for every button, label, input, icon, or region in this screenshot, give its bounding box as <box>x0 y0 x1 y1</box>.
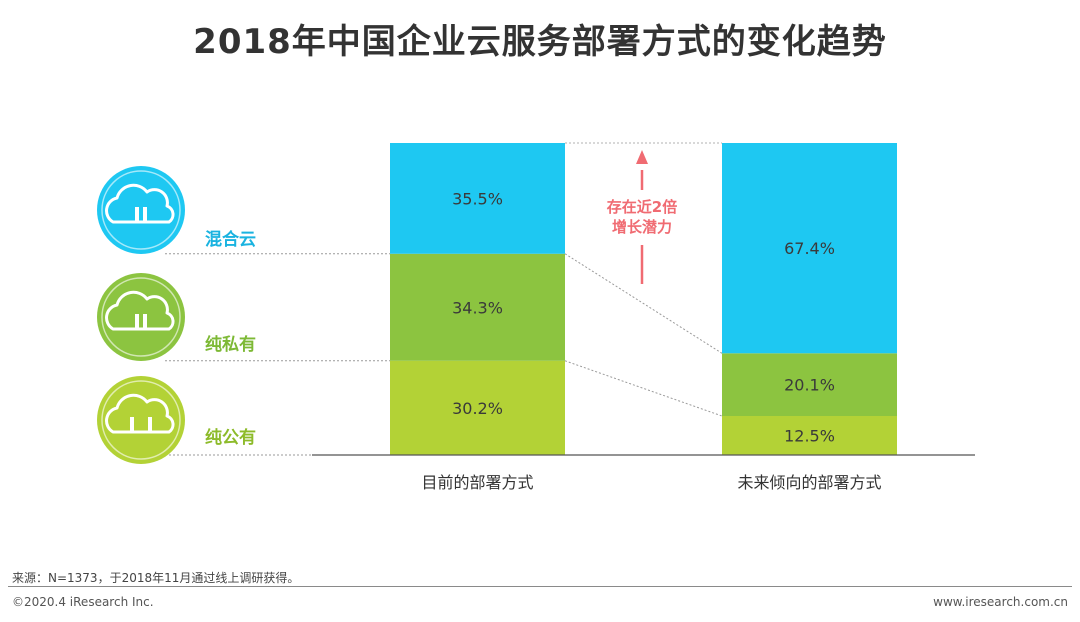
data-label: 34.3% <box>452 298 503 317</box>
category-label: 目前的部署方式 <box>421 473 533 492</box>
website-url: www.iresearch.com.cn <box>933 595 1068 609</box>
source-note: 来源：N=1373，于2018年11月通过线上调研获得。 <box>12 571 300 585</box>
data-label: 67.4% <box>784 239 835 258</box>
connector-line <box>564 253 723 354</box>
public-cloud-icon <box>97 376 185 464</box>
bar-混合云-1 <box>390 143 565 254</box>
data-label: 20.1% <box>784 376 835 395</box>
growth-arrow-head <box>636 150 648 164</box>
legend-label: 混合云 <box>205 229 256 250</box>
bar-纯私有-1 <box>390 253 565 361</box>
data-label: 12.5% <box>784 427 835 446</box>
copyright-text: ©2020.4 iResearch Inc. <box>12 595 154 609</box>
bar-混合云-2 <box>722 143 897 354</box>
bar-纯公有-1 <box>390 360 565 455</box>
category-label: 未来倾向的部署方式 <box>737 473 881 492</box>
data-label: 35.5% <box>452 189 503 208</box>
legend-label: 纯公有 <box>205 427 256 448</box>
hybrid-cloud-icon <box>97 166 185 254</box>
private-cloud-icon <box>97 273 185 361</box>
data-label: 30.2% <box>452 399 503 418</box>
annotation-text: 增长潜力 <box>612 218 672 236</box>
bar-纯私有-2 <box>722 353 897 416</box>
bar-纯公有-2 <box>722 416 897 455</box>
footer-divider <box>8 586 1072 587</box>
connector-line <box>564 360 723 417</box>
annotation-text: 存在近2倍 <box>607 198 677 216</box>
page-title: 2018年中国企业云服务部署方式的变化趋势 <box>193 22 887 62</box>
legend-label: 纯私有 <box>205 334 256 355</box>
